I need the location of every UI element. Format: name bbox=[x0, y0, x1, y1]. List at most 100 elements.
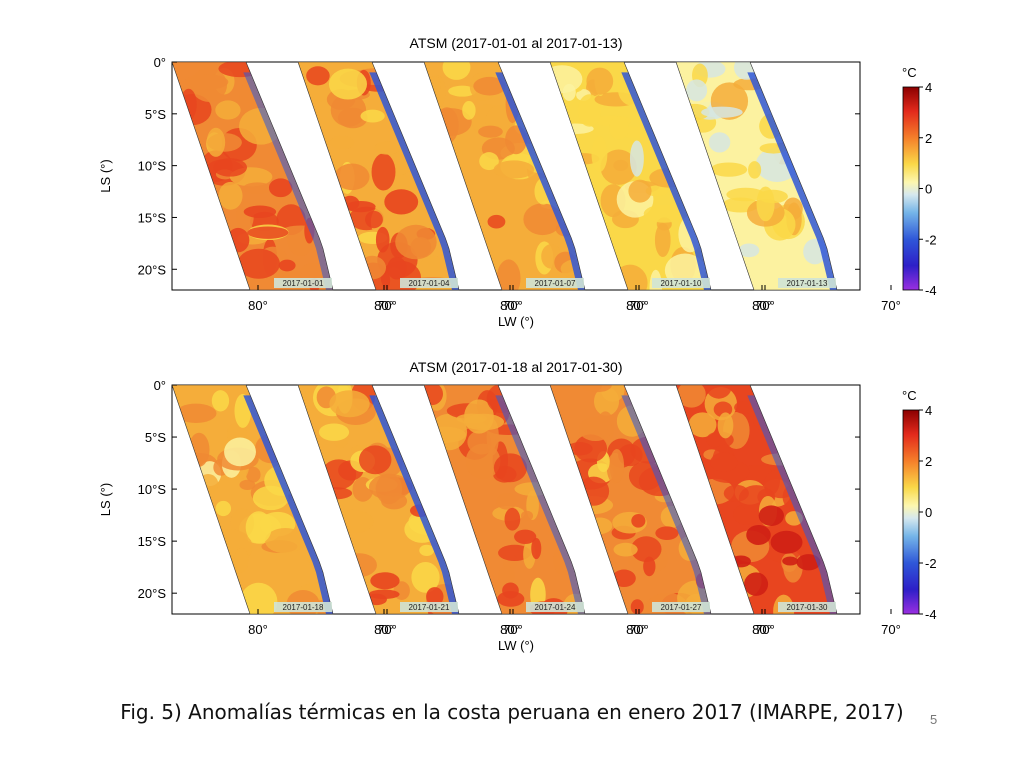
anomaly-patch bbox=[498, 544, 532, 561]
anomaly-patch bbox=[384, 189, 419, 215]
coastline bbox=[675, 384, 838, 615]
anomaly-patch bbox=[318, 423, 350, 441]
date-label-box bbox=[778, 278, 836, 288]
anomaly-patch bbox=[677, 385, 706, 408]
anomaly-patch bbox=[462, 100, 476, 120]
colorbar bbox=[902, 409, 920, 615]
date-label-box bbox=[400, 602, 458, 612]
anomaly-patch bbox=[237, 248, 280, 279]
colorbar-unit: °C bbox=[902, 65, 917, 80]
anomaly-patch bbox=[234, 547, 249, 573]
date-label-box bbox=[778, 602, 836, 612]
anomaly-patch bbox=[514, 529, 537, 545]
coastal-cold-strip bbox=[369, 395, 459, 614]
anomaly-patch bbox=[224, 437, 256, 467]
coastline bbox=[423, 384, 586, 615]
anomaly-patch bbox=[473, 76, 506, 96]
coastline bbox=[171, 384, 334, 615]
date-label-box bbox=[274, 278, 332, 288]
y-tick-label: 20°S bbox=[138, 586, 167, 601]
anomaly-patch bbox=[655, 526, 679, 540]
anomaly-patch bbox=[239, 479, 256, 490]
anomaly-patch bbox=[334, 163, 370, 191]
anomaly-patch bbox=[586, 67, 614, 95]
x-tick-label: 70° bbox=[377, 622, 397, 637]
anomaly-patch bbox=[375, 226, 390, 253]
anomaly-patch bbox=[601, 385, 625, 402]
panel-date-label: 2017-01-30 bbox=[787, 603, 828, 612]
panel-date-label: 2017-01-13 bbox=[787, 279, 828, 288]
anomaly-patch bbox=[268, 178, 293, 198]
anomaly-patch bbox=[631, 513, 646, 528]
anomaly-patch bbox=[574, 434, 608, 463]
colorbar-tick-label: -2 bbox=[925, 232, 937, 247]
anomaly-patch bbox=[368, 589, 400, 600]
anomaly-patch bbox=[410, 237, 432, 258]
x-tick-label: 70° bbox=[755, 298, 775, 313]
anomaly-patch bbox=[328, 68, 367, 100]
colorbar-unit: °C bbox=[902, 388, 917, 403]
colorbar-tick-label: 2 bbox=[925, 454, 932, 469]
y-tick-label: 10°S bbox=[138, 482, 167, 497]
anomaly-patch bbox=[360, 109, 385, 123]
anomaly-patch bbox=[726, 187, 765, 202]
anomaly-patch bbox=[758, 505, 784, 526]
anomaly-patch bbox=[710, 452, 738, 472]
anomaly-patch bbox=[744, 572, 769, 596]
anomaly-patch bbox=[609, 448, 625, 483]
anomaly-patch bbox=[211, 390, 230, 412]
anomaly-patch bbox=[175, 403, 217, 424]
y-tick-label: 5°S bbox=[145, 430, 166, 445]
anomaly-patch bbox=[643, 556, 656, 577]
anomaly-patch bbox=[609, 116, 629, 140]
anomaly-patch bbox=[746, 524, 771, 545]
colorbar-tick-label: 0 bbox=[925, 505, 932, 520]
anomaly-patch bbox=[330, 93, 367, 127]
anomaly-patch bbox=[243, 205, 277, 218]
anomaly-patch bbox=[631, 536, 662, 562]
anomaly-patch bbox=[370, 572, 400, 590]
anomaly-patch bbox=[706, 385, 732, 399]
anomaly-patch bbox=[796, 554, 821, 571]
date-label-box bbox=[652, 278, 710, 288]
x-tick-label: 80° bbox=[500, 298, 520, 313]
anomaly-patch bbox=[613, 542, 638, 557]
colorbar-tick-label: 4 bbox=[925, 403, 932, 418]
anomaly-patch bbox=[628, 179, 652, 203]
anomaly-patch bbox=[368, 474, 412, 500]
anomaly-patch bbox=[497, 566, 516, 585]
x-tick-label: 80° bbox=[626, 298, 646, 313]
coastline bbox=[297, 61, 460, 291]
anomaly-patch bbox=[358, 445, 392, 475]
anomaly-patch bbox=[265, 527, 306, 554]
anomaly-patch bbox=[654, 223, 671, 258]
anomaly-patch bbox=[737, 139, 756, 160]
coastal-cold-strip bbox=[243, 395, 333, 614]
panel-date-label: 2017-01-07 bbox=[535, 279, 576, 288]
x-tick-label: 70° bbox=[881, 622, 901, 637]
anomaly-patch bbox=[581, 385, 612, 393]
anomaly-patch bbox=[487, 214, 506, 229]
colorbar-tick-label: -4 bbox=[925, 283, 937, 298]
anomaly-patch bbox=[463, 413, 505, 431]
anomaly-patch bbox=[629, 140, 644, 177]
y-tick-label: 0° bbox=[154, 378, 166, 393]
anomaly-patch bbox=[448, 85, 477, 97]
x-tick-label: 80° bbox=[248, 622, 268, 637]
anomaly-patch bbox=[497, 591, 525, 607]
anomaly-patch bbox=[345, 200, 376, 213]
anomaly-patch bbox=[478, 125, 503, 138]
anomaly-patch bbox=[701, 106, 743, 118]
anomaly-patch bbox=[496, 493, 518, 510]
coastal-cold-strip bbox=[747, 72, 837, 290]
anomaly-patch bbox=[613, 159, 629, 171]
anomaly-patch bbox=[215, 100, 241, 120]
chart-title: ATSM (2017-01-01 al 2017-01-13) bbox=[410, 35, 623, 51]
y-tick-label: 0° bbox=[154, 55, 166, 70]
x-tick-label: 80° bbox=[752, 298, 772, 313]
anomaly-patch bbox=[239, 582, 278, 614]
x-axis-label: LW (°) bbox=[498, 314, 534, 329]
anomaly-patch bbox=[215, 500, 232, 517]
anomaly-patch bbox=[245, 511, 272, 544]
anomaly-patch bbox=[479, 152, 499, 171]
